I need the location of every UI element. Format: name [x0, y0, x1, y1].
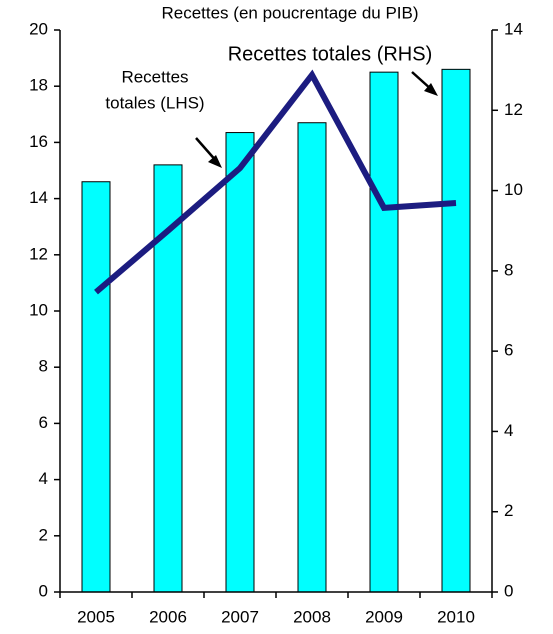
y2-tick-label: 0 — [504, 581, 513, 600]
x-tick-label: 2008 — [293, 607, 331, 626]
y2-tick-label: 8 — [504, 260, 513, 279]
y-tick-label: 16 — [29, 132, 48, 151]
y-tick-label: 18 — [29, 76, 48, 95]
y-tick-label: 4 — [39, 469, 48, 488]
annotation: totales (LHS) — [105, 93, 204, 112]
y-tick-label: 2 — [39, 525, 48, 544]
y2-tick-label: 12 — [504, 100, 523, 119]
y-tick-label: 10 — [29, 300, 48, 319]
y2-tick-label: 4 — [504, 421, 513, 440]
bar — [369, 71, 399, 593]
x-tick-label: 2010 — [437, 607, 475, 626]
y2-tick-label: 2 — [504, 501, 513, 520]
y2-tick-label: 14 — [504, 19, 523, 38]
y-tick-label: 20 — [29, 19, 48, 38]
line — [94, 69, 457, 295]
annotation: Recettes totales (RHS) — [228, 43, 433, 65]
y2-tick-label: 6 — [504, 341, 513, 360]
x-tick-label: 2009 — [365, 607, 403, 626]
chart-title: Recettes (en poucrentage du PIB) — [161, 3, 418, 22]
x-tick-label: 2006 — [149, 607, 187, 626]
arrow-head — [208, 155, 222, 168]
bar — [441, 68, 471, 593]
arrow-head — [424, 83, 438, 96]
y-tick-label: 12 — [29, 244, 48, 263]
x-tick-label: 2005 — [77, 607, 115, 626]
y-tick-label: 14 — [29, 188, 48, 207]
y-tick-label: 8 — [39, 357, 48, 376]
x-tick-label: 2007 — [221, 607, 259, 626]
bar — [225, 132, 255, 593]
y-tick-label: 0 — [39, 581, 48, 600]
y-tick-label: 6 — [39, 413, 48, 432]
bar — [297, 122, 327, 593]
bar — [81, 181, 111, 593]
y2-tick-label: 10 — [504, 180, 523, 199]
annotation: Recettes — [121, 67, 188, 86]
